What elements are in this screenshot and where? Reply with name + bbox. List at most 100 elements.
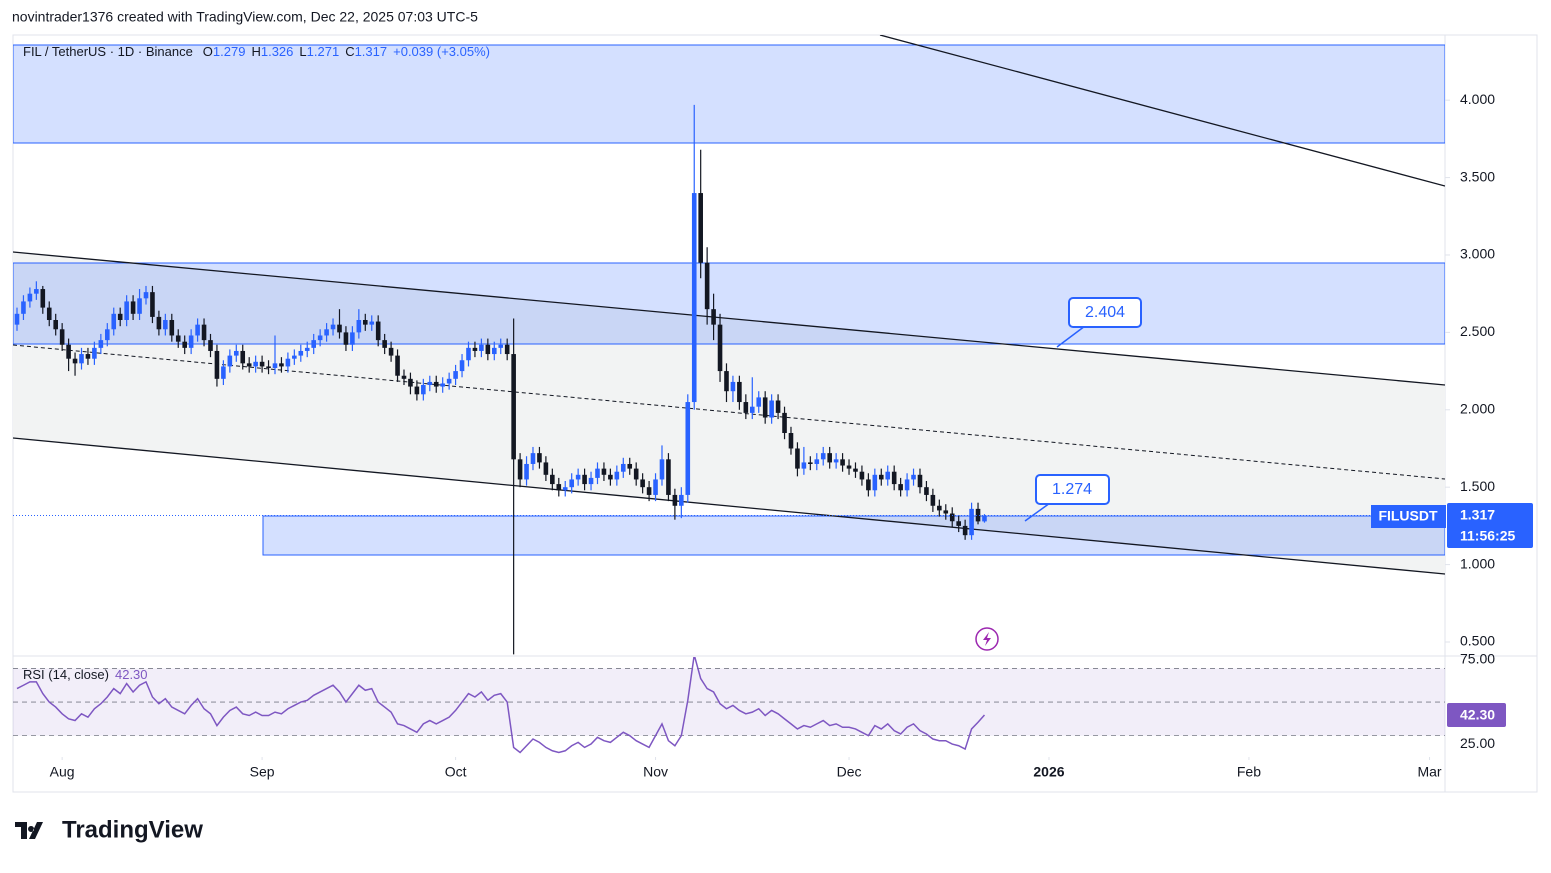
candle-body [762,397,768,418]
candle-body [737,381,742,403]
candle-body [975,508,981,522]
candle-body [446,378,452,384]
candle-body [937,505,942,511]
candle-body [917,474,923,488]
legend-key: C [345,44,354,59]
legend-value: 1.271 [307,44,340,59]
candle-body [175,335,181,342]
x-tick-label: Sep [250,764,275,780]
candle-body [808,462,813,464]
candle-body [524,463,529,480]
candle-body [124,301,129,320]
legend-key: O [203,44,213,59]
candle-body [233,350,239,356]
candle-body [117,313,123,320]
legend-change: +0.039 (+3.05%) [393,44,490,59]
x-tick-label: Oct [445,764,467,780]
candle-body [324,329,329,336]
rsi-title: RSI (14, close) 42.30 [23,667,148,682]
candle-body [878,474,884,480]
candle-body [330,324,336,330]
candle-body [59,329,65,345]
rsi-title-text: RSI (14, close) [23,667,109,682]
candle-body [111,313,117,330]
candle-body [756,397,762,407]
candle-body [14,313,20,325]
candle-body [40,289,46,308]
footer-logo: TradingView [62,816,203,843]
candle-body [472,347,478,351]
callout-pointer [1024,502,1051,522]
candle-body [72,358,78,364]
candle-body [633,468,639,480]
candle-body [491,347,497,355]
candle-body [969,508,974,536]
candle-body [382,340,387,348]
candle-body [801,462,807,469]
candle-body [46,307,52,320]
header: novintrader1376 created with TradingView… [12,9,478,25]
rsi-box [1447,703,1506,727]
candle-body [550,474,555,485]
y-tick-label: 4.000 [1460,91,1495,107]
trend-line [879,35,1445,187]
legend: FIL / TetherUS · 1D · Binance O1.279 H1.32… [23,44,490,59]
candle-body [356,319,362,333]
candle-body [679,494,684,506]
candle-body [930,494,936,506]
candle-body [27,293,33,302]
rsi-tick-label: 75.00 [1460,651,1495,667]
candle-body [530,453,536,464]
candle-body [440,383,445,387]
candle-body [646,487,652,495]
candle-body [485,344,491,355]
candle-body [66,344,71,359]
candle-body [182,341,187,348]
candle-body [414,386,420,395]
event-icon-bolt [983,632,991,646]
x-tick-label: 2026 [1033,764,1064,780]
candle-body [698,193,703,263]
zone [262,515,1445,556]
rsi-last: 42.30 [1460,707,1495,723]
candle-body [253,361,258,367]
candle-body [588,477,594,485]
y-tick-label: 1.500 [1460,478,1495,494]
candle-body [795,448,800,469]
candle-body [840,459,845,466]
candle-body [659,459,665,480]
candle-body [743,402,749,413]
candle-body [653,479,658,495]
candle-body [298,350,304,356]
y-tick-label: 3.000 [1460,246,1495,262]
candle-body [595,468,600,478]
candle-body [388,347,394,356]
candle-body [130,301,136,314]
candle-body [717,324,723,372]
candle-body [143,292,149,299]
candle-body [543,462,549,475]
candle-body [34,289,39,294]
legend-value: 1.279 [213,44,246,59]
zone [13,44,1445,144]
candle-body [285,358,291,367]
candle-body [859,471,865,480]
candle-body [949,513,955,522]
candle-body [769,400,774,418]
candle-body [962,525,968,536]
price-box [1447,503,1533,548]
candle-body [943,510,949,514]
candle-body [195,324,200,336]
candles [13,104,1445,655]
callout-box [1035,474,1110,505]
candle-body [556,484,562,491]
candle-body [188,335,194,348]
countdown: 11:56:25 [1460,528,1515,544]
candle-body [421,385,426,395]
drawings [13,35,1445,575]
candle-body [575,474,581,480]
candle-body [820,453,826,460]
candle-body [846,465,852,469]
candle-body [601,468,607,475]
